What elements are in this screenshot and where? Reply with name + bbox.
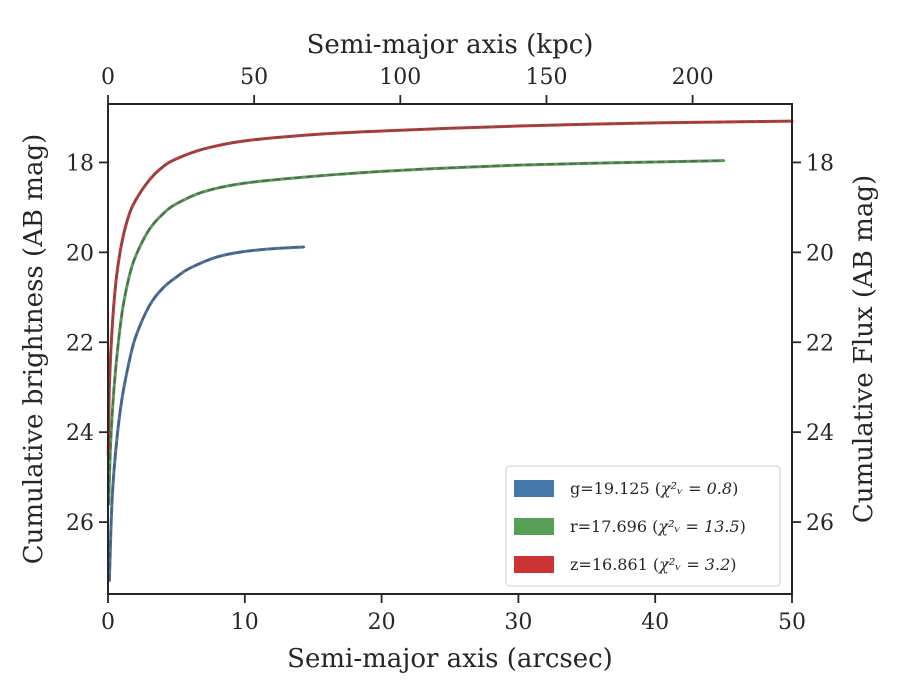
right-y-tick-label: 24 xyxy=(806,421,834,446)
right-y-tick-label: 22 xyxy=(806,331,834,356)
plot-area xyxy=(106,119,794,583)
x-tick-label: 20 xyxy=(368,610,396,635)
axes: 0 10 20 30 40 50 0 50 100 150 200 18 18 20 20 22 22 24 24 2… xyxy=(66,65,834,635)
x-tick-label: 0 xyxy=(101,610,115,635)
legend-series-name: r=17.696 xyxy=(570,517,647,536)
legend-series-name: g=19.125 xyxy=(570,479,650,498)
legend-label: z=16.861 (χ²ᵥ = 3.2) xyxy=(570,555,737,574)
legend-paren-close: ) xyxy=(730,555,736,574)
legend-swatch xyxy=(514,518,554,535)
y-tick-label: 22 xyxy=(66,331,94,356)
legend-paren-open: ( xyxy=(650,479,661,498)
right-y-tick-label: 20 xyxy=(806,241,834,266)
series-model-line-g xyxy=(108,245,304,581)
series-line-z xyxy=(106,119,794,457)
y-tick-label: 18 xyxy=(66,151,94,176)
top-x-tick-label: 0 xyxy=(101,65,115,90)
top-x-tick-label: 150 xyxy=(525,65,567,90)
y-tick-label: 24 xyxy=(66,421,94,446)
legend-box xyxy=(505,465,781,587)
top-x-tick-label: 50 xyxy=(240,65,268,90)
top-x-axis-label: Semi-major axis (kpc) xyxy=(307,30,594,60)
legend-swatch xyxy=(514,556,554,573)
y-axis-label: Cumulative brightness (AB mag) xyxy=(19,134,49,565)
right-y-tick-label: 26 xyxy=(806,511,834,536)
y-tick-label: 20 xyxy=(66,241,94,266)
legend-paren-open: ( xyxy=(648,555,659,574)
x-tick-label: 30 xyxy=(504,610,532,635)
x-tick-label: 40 xyxy=(641,610,669,635)
legend-swatch xyxy=(514,480,554,497)
series-model-line-z xyxy=(107,120,793,455)
top-x-tick-label: 200 xyxy=(672,65,714,90)
legend-series-name: z=16.861 xyxy=(570,555,648,574)
x-axis-label: Semi-major axis (arcsec) xyxy=(287,644,613,674)
series-model-line-r xyxy=(107,159,724,505)
legend-chi2: χ²ᵥ = 3.2 xyxy=(658,555,730,574)
series-line-g xyxy=(107,245,306,583)
plot-frame xyxy=(107,103,793,595)
legend-chi2: χ²ᵥ = 13.5 xyxy=(657,517,739,536)
right-y-tick-label: 18 xyxy=(806,151,834,176)
legend-paren-close: ) xyxy=(740,517,746,536)
top-x-tick-label: 100 xyxy=(379,65,421,90)
legend-paren-open: ( xyxy=(647,517,658,536)
series-line-r xyxy=(107,159,726,506)
y-tick-label: 26 xyxy=(66,511,94,536)
legend-chi2: χ²ᵥ = 0.8 xyxy=(660,479,732,498)
legend: g=19.125 (χ²ᵥ = 0.8)r=17.696 (χ²ᵥ = 13.5… xyxy=(505,465,781,587)
legend-label: g=19.125 (χ²ᵥ = 0.8) xyxy=(570,479,738,498)
right-y-axis-label: Cumulative Flux (AB mag) xyxy=(849,175,879,523)
legend-label: r=17.696 (χ²ᵥ = 13.5) xyxy=(570,517,746,536)
legend-paren-close: ) xyxy=(732,479,738,498)
x-tick-label: 50 xyxy=(778,610,806,635)
x-tick-label: 10 xyxy=(231,610,259,635)
